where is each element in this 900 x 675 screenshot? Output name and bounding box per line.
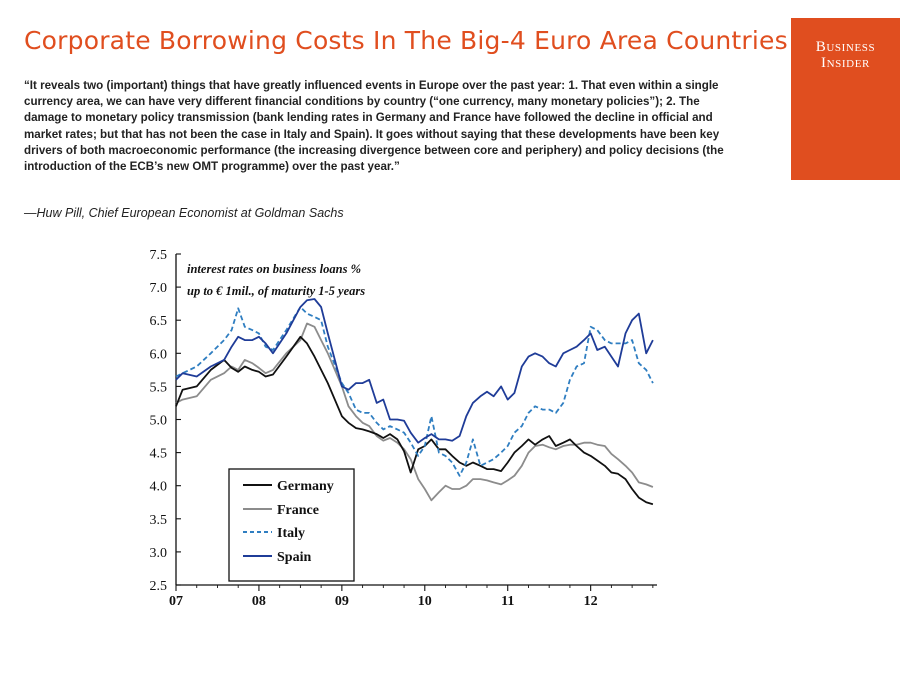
series-line-france (175, 322, 654, 502)
x-tick-label: 11 (501, 594, 514, 609)
series-line-spain (175, 298, 654, 444)
y-tick-label: 2.5 (150, 579, 168, 594)
y-tick-label: 4.5 (150, 447, 168, 462)
chart-legend: Germany France Italy Spain (228, 468, 355, 582)
x-tick-label: 10 (418, 594, 432, 609)
legend-box (228, 468, 355, 582)
y-tick-label: 5.5 (150, 380, 168, 395)
y-tick-label: 6.0 (150, 347, 168, 362)
y-tick-label: 4.0 (150, 480, 168, 495)
x-tick-label: 09 (335, 594, 349, 609)
business-insider-logo[interactable]: Business Insider (791, 18, 900, 180)
y-tick-label: 7.0 (150, 281, 168, 296)
chart-annotation-line-1: interest rates on business loans % (187, 262, 361, 276)
x-tick-label: 07 (169, 594, 183, 609)
quote-text: “It reveals two (important) things that … (24, 79, 724, 174)
y-tick-label: 3.0 (150, 546, 168, 561)
x-tick-label: 12 (584, 594, 598, 609)
logo-line-1: Business (815, 39, 876, 55)
chart-annotation-line-2: up to € 1mil., of maturity 1-5 years (187, 284, 365, 298)
slide-title: Corporate Borrowing Costs In The Big-4 E… (24, 26, 788, 55)
series-line-italy (175, 306, 654, 477)
chart-series (175, 298, 654, 506)
x-tick-label: 08 (252, 594, 266, 609)
y-tick-label: 5.0 (150, 414, 168, 429)
y-tick-label: 6.5 (150, 314, 168, 329)
chart-labels: interest rates on business loans % up to… (187, 262, 365, 298)
chart-axes: 2.5 3.0 3.5 4.0 4.5 5.0 5.5 6.0 6.5 7.0 7.5 07 08 09 1… (150, 248, 657, 609)
legend-label-spain: Spain (277, 550, 311, 565)
legend-label-france: France (277, 503, 319, 518)
legend-label-italy: Italy (277, 526, 305, 541)
y-tick-label: 3.5 (150, 513, 168, 528)
logo-line-2: Insider (821, 55, 870, 71)
y-tick-label: 7.5 (150, 248, 168, 263)
quote-attribution: —Huw Pill, Chief European Economist at G… (24, 206, 344, 220)
legend-label-germany: Germany (277, 479, 334, 494)
